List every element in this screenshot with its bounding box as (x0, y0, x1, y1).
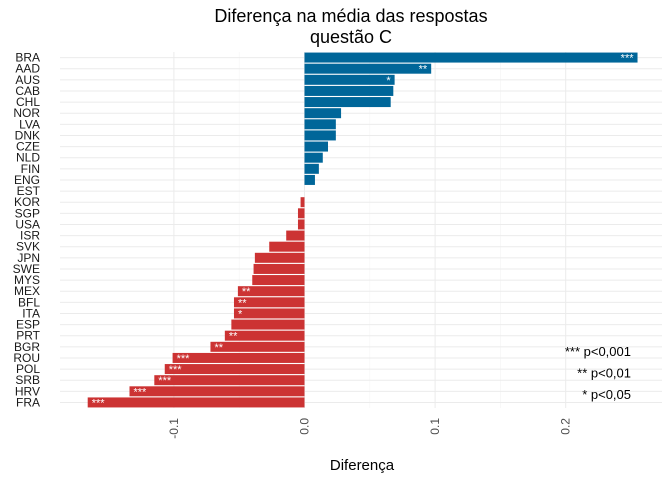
category-label: LVA (19, 117, 40, 131)
category-label: AAD (15, 62, 40, 76)
bar-mys (252, 275, 305, 286)
x-tick-label: -0.1 (167, 418, 181, 439)
bar-srb (154, 375, 305, 386)
significance-label: ** (214, 342, 223, 354)
bar-chl (304, 97, 391, 108)
bar-fra (87, 397, 305, 408)
significance-label: ** (242, 286, 251, 298)
category-label: SGP (15, 206, 40, 220)
bar-kor (300, 197, 305, 208)
bar-esp (231, 319, 305, 330)
category-label: ITA (22, 306, 40, 320)
bar-cab (304, 85, 394, 96)
legend-entry: ** p<0,01 (577, 366, 631, 381)
bar-usa (297, 219, 305, 230)
grid-lines (60, 52, 662, 408)
significance-label: *** (169, 364, 183, 376)
bar-fin (304, 163, 319, 174)
significance-label: *** (621, 53, 635, 65)
significance-label: * (386, 75, 391, 87)
x-tick-label: 0.2 (559, 418, 573, 435)
significance-label: ** (229, 331, 238, 343)
category-label: SRB (15, 373, 40, 387)
bar-isr (286, 230, 305, 241)
category-label: FRA (16, 395, 40, 409)
bar-rou (172, 352, 305, 363)
bar-aad (304, 63, 432, 74)
significance-label: *** (133, 386, 147, 398)
bar-prt (224, 330, 305, 341)
bar-pol (164, 364, 305, 375)
bar-mex (237, 286, 305, 297)
category-label: NLD (16, 151, 40, 165)
x-axis-title: Diferença (330, 457, 395, 474)
bar-svk (269, 241, 305, 252)
category-label: CHL (16, 95, 40, 109)
bar-bfl (233, 297, 305, 308)
category-label: PRT (16, 329, 40, 343)
category-label: ISR (20, 229, 40, 243)
category-label: DNK (15, 128, 40, 142)
chart-title: Diferença na média das respostas (214, 6, 487, 26)
category-label: USA (15, 217, 40, 231)
bar-jpn (254, 252, 305, 263)
x-tick-label: 0.0 (298, 418, 312, 435)
category-label: EST (17, 184, 41, 198)
category-label: CAB (15, 84, 40, 98)
chart-subtitle: questão C (310, 27, 392, 47)
bar-nld (304, 152, 323, 163)
category-label: ENG (14, 173, 40, 187)
category-label: FIN (21, 162, 40, 176)
x-tick-labels: -0.1 0.0 0.1 0.2 (167, 418, 573, 439)
category-label: JPN (17, 251, 40, 265)
category-label: BRA (15, 51, 40, 65)
significance-legend: *** p<0,001 ** p<0,01 * p<0,05 (565, 344, 631, 402)
significance-label: *** (158, 375, 172, 387)
category-label: HRV (15, 384, 40, 398)
x-tick-label: 0.1 (428, 418, 442, 435)
bar-sgp (297, 208, 305, 219)
category-label: SWE (13, 262, 40, 276)
bar-cze (304, 141, 329, 152)
bar-aus (304, 74, 395, 85)
category-label: NOR (13, 106, 40, 120)
significance-label: *** (92, 397, 106, 409)
significance-label: ** (238, 297, 247, 309)
category-label: CZE (16, 140, 40, 154)
category-label: MEX (14, 284, 40, 298)
category-label: BGR (14, 340, 40, 354)
legend-entry: *** p<0,001 (565, 344, 631, 359)
category-label: ROU (13, 351, 40, 365)
bar-ita (233, 308, 305, 319)
bar-eng (304, 174, 315, 185)
category-label: SVK (16, 240, 40, 254)
significance-label: * (238, 308, 243, 320)
category-label: POL (16, 362, 40, 376)
category-label: ESP (16, 318, 40, 332)
significance-label: ** (419, 64, 428, 76)
bar-bra (304, 52, 638, 63)
category-label: BFL (18, 295, 40, 309)
bar-swe (253, 263, 305, 274)
bars: ****************************** (87, 52, 638, 409)
bar-bgr (210, 341, 305, 352)
category-labels: BRAAADAUSCABCHLNORLVADNKCZENLDFINENGESTK… (13, 51, 41, 410)
category-label: AUS (15, 73, 40, 87)
category-label: KOR (14, 195, 40, 209)
legend-entry: * p<0,05 (582, 387, 631, 402)
bar-nor (304, 108, 342, 119)
category-label: MYS (14, 273, 40, 287)
bar-hrv (129, 386, 305, 397)
bar-lva (304, 119, 336, 130)
bar-dnk (304, 130, 336, 141)
significance-label: *** (177, 353, 191, 365)
